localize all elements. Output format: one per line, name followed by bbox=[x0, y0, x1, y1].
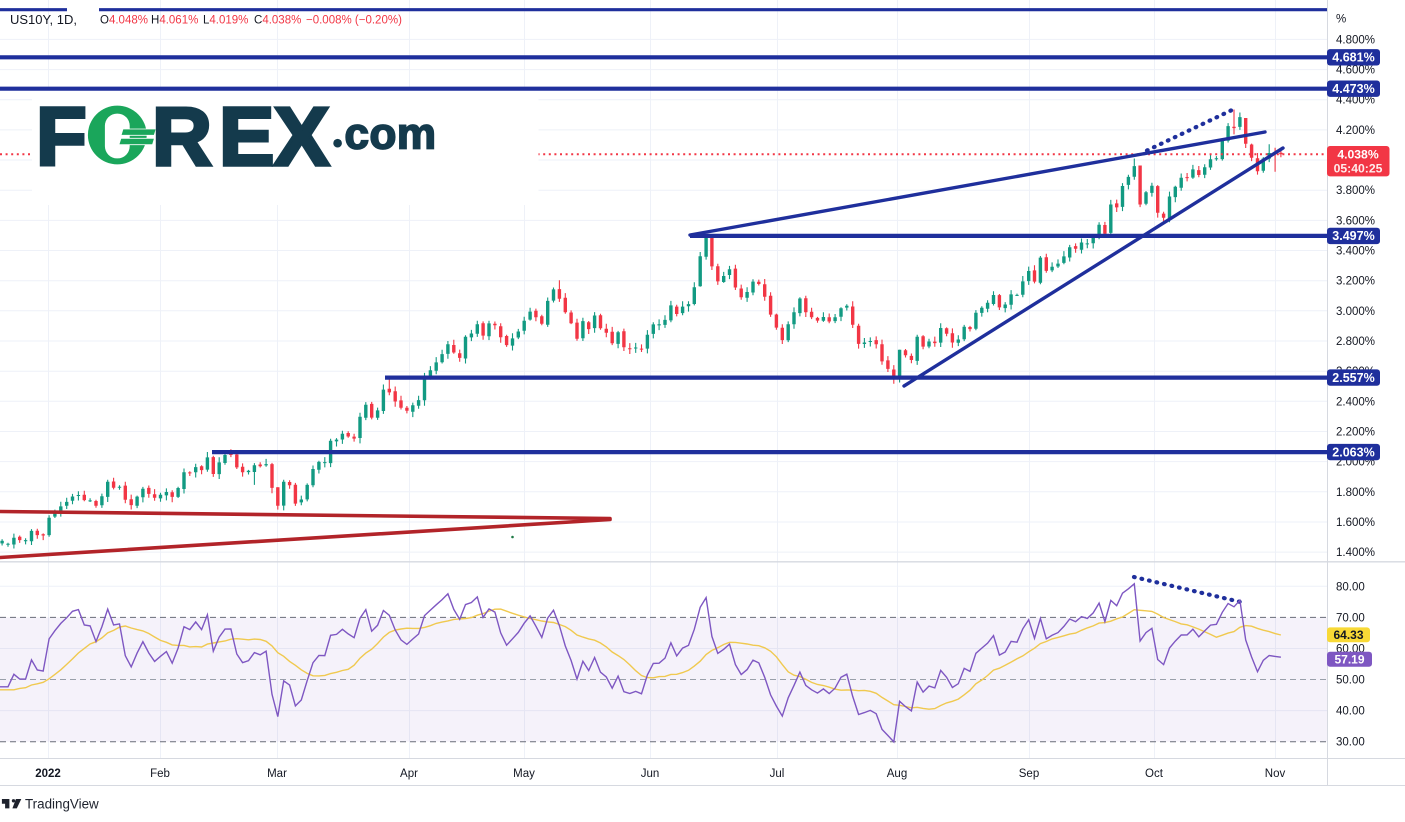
svg-text:64.33: 64.33 bbox=[1333, 628, 1363, 642]
svg-text:4.473%: 4.473% bbox=[1332, 82, 1374, 96]
svg-text:50.00: 50.00 bbox=[1336, 675, 1365, 687]
svg-text:2.200%: 2.200% bbox=[1336, 427, 1375, 439]
svg-text:3.600%: 3.600% bbox=[1336, 215, 1375, 227]
svg-text:F: F bbox=[36, 90, 87, 183]
svg-text:70.00: 70.00 bbox=[1336, 612, 1365, 624]
svg-text:Jun: Jun bbox=[641, 768, 660, 780]
svg-text:Apr: Apr bbox=[400, 768, 418, 780]
svg-text:Jul: Jul bbox=[770, 768, 785, 780]
svg-text:Feb: Feb bbox=[150, 768, 170, 780]
svg-text:4.681%: 4.681% bbox=[1332, 51, 1374, 65]
svg-text:com: com bbox=[345, 110, 437, 159]
svg-text:4.200%: 4.200% bbox=[1336, 125, 1375, 137]
svg-text:40.00: 40.00 bbox=[1336, 706, 1365, 718]
svg-text:2022: 2022 bbox=[35, 768, 61, 780]
svg-text:3.497%: 3.497% bbox=[1332, 229, 1374, 243]
svg-text:1.600%: 1.600% bbox=[1336, 517, 1375, 529]
svg-text:2.800%: 2.800% bbox=[1336, 336, 1375, 348]
svg-text:Mar: Mar bbox=[267, 768, 287, 780]
svg-text:1.400%: 1.400% bbox=[1336, 547, 1375, 559]
svg-text:E: E bbox=[219, 90, 274, 183]
svg-text:4.038%: 4.038% bbox=[1337, 148, 1378, 162]
svg-text:4.400%: 4.400% bbox=[1336, 95, 1375, 107]
svg-text:X: X bbox=[274, 90, 329, 183]
svg-text:Nov: Nov bbox=[1265, 768, 1286, 780]
svg-text:US10Y, 1D,: US10Y, 1D, bbox=[10, 12, 77, 27]
svg-text:4.600%: 4.600% bbox=[1336, 65, 1375, 77]
svg-text:80.00: 80.00 bbox=[1336, 581, 1365, 593]
svg-text:3.200%: 3.200% bbox=[1336, 276, 1375, 288]
svg-text:30.00: 30.00 bbox=[1336, 737, 1365, 749]
svg-text:R: R bbox=[152, 90, 212, 183]
svg-text:57.19: 57.19 bbox=[1334, 653, 1364, 667]
svg-text:Aug: Aug bbox=[887, 768, 907, 780]
svg-text:3.000%: 3.000% bbox=[1336, 306, 1375, 318]
svg-text:05:40:25: 05:40:25 bbox=[1334, 161, 1383, 175]
svg-text:Sep: Sep bbox=[1019, 768, 1039, 780]
svg-text:4.800%: 4.800% bbox=[1336, 34, 1375, 46]
svg-text:1.800%: 1.800% bbox=[1336, 487, 1375, 499]
svg-text:2.557%: 2.557% bbox=[1332, 371, 1374, 385]
svg-text:3.400%: 3.400% bbox=[1336, 246, 1375, 258]
svg-text:%: % bbox=[1336, 14, 1346, 26]
svg-text:2.400%: 2.400% bbox=[1336, 396, 1375, 408]
svg-text:TradingView: TradingView bbox=[25, 797, 99, 812]
svg-text:3.800%: 3.800% bbox=[1336, 185, 1375, 197]
svg-text:O4.048%H4.061%L4.019%C4.038%−0: O4.048% H4.061% L4.019% C4.038% −0.008% (−0.… bbox=[100, 15, 402, 27]
svg-text:May: May bbox=[513, 768, 535, 780]
svg-text:2.063%: 2.063% bbox=[1332, 445, 1374, 459]
svg-text:Oct: Oct bbox=[1145, 768, 1164, 780]
